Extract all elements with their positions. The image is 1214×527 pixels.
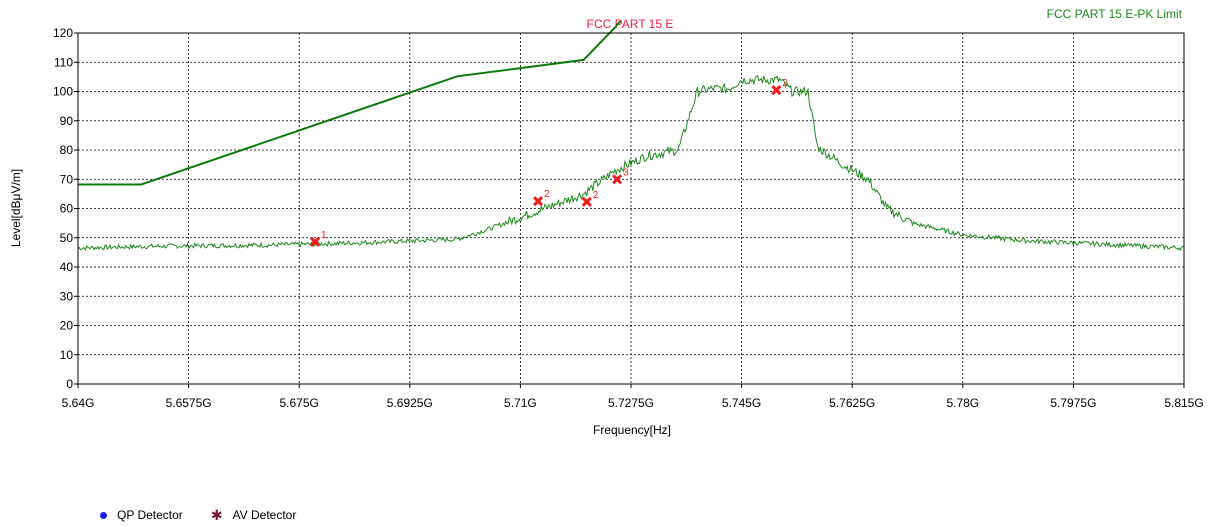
peak-marker-3: 2 [581,190,599,207]
grid [78,33,1184,384]
marker-label: 1 [321,230,327,241]
x-tick-label: 5.7625G [829,396,875,410]
marker-label: 3 [623,167,629,178]
legend-item-qp: QP Detector [100,508,183,522]
legend-item-av: ✱ AV Detector [211,508,297,522]
y-tick-label: 90 [60,114,74,128]
x-tick-label: 5.78G [946,396,979,410]
legend-label-qp: QP Detector [117,508,183,522]
x-tick-label: 5.6575G [166,396,212,410]
peak-marker-1: 1 [309,230,327,247]
y-tick-label: 110 [54,55,73,69]
series-layer [78,21,1184,252]
y-tick-label: 60 [60,202,74,216]
y-tick-label: 0 [66,377,73,391]
y-tick-label: 70 [60,172,74,186]
marker-dot [535,198,541,204]
marker-dot [614,176,620,182]
emission-chart: FCC PART 15 E FCC PART 15 E-PK Limit 1 2 2… [9,7,1204,437]
y-tick-label: 40 [60,260,74,274]
marker-layer: 1 2 2 3 2 [309,78,788,247]
y-axis-ticks: 0 10 20 30 40 50 60 70 80 90 100 110 120 [53,26,78,391]
legend-label-av: AV Detector [232,508,297,522]
x-tick-label: 5.64G [62,396,95,410]
x-tick-label: 5.7275G [608,396,654,410]
y-tick-label: 120 [53,26,73,40]
x-tick-label: 5.675G [280,396,319,410]
x-tick-label: 5.71G [504,396,537,410]
x-axis-ticks: 5.64G 5.6575G 5.675G 5.6925G 5.71G 5.7275G 5.7… [62,384,1204,410]
marker-dot [584,199,590,205]
marker-dot [312,239,318,245]
peak-marker-4: 3 [612,167,629,185]
marker-label: 2 [593,190,599,201]
legend: QP Detector ✱ AV Detector [100,508,296,522]
measurement-trace [78,74,1184,252]
y-axis-title: Level[dBμV/m] [9,169,23,247]
marker-dot [773,87,779,93]
y-tick-label: 100 [53,85,73,99]
limit-title-center: FCC PART 15 E [587,17,674,31]
y-tick-label: 50 [60,231,74,245]
x-tick-label: 5.6925G [387,396,433,410]
peak-marker-5: 2 [771,78,788,96]
qp-dot-icon [100,511,107,519]
x-axis-title: Frequency[Hz] [593,423,671,437]
limit-line [78,21,622,186]
y-tick-label: 20 [60,319,74,333]
marker-label: 2 [782,78,788,89]
y-tick-label: 10 [60,348,74,362]
peak-marker-2: 2 [533,189,550,207]
y-tick-label: 30 [60,289,74,303]
x-tick-label: 5.815G [1164,396,1203,410]
x-tick-label: 5.745G [722,396,761,410]
x-tick-label: 5.7975G [1050,396,1096,410]
av-star-icon: ✱ [210,507,223,523]
marker-label: 2 [544,189,550,200]
limit-title-right: FCC PART 15 E-PK Limit [1047,7,1183,21]
y-tick-label: 80 [60,143,74,157]
